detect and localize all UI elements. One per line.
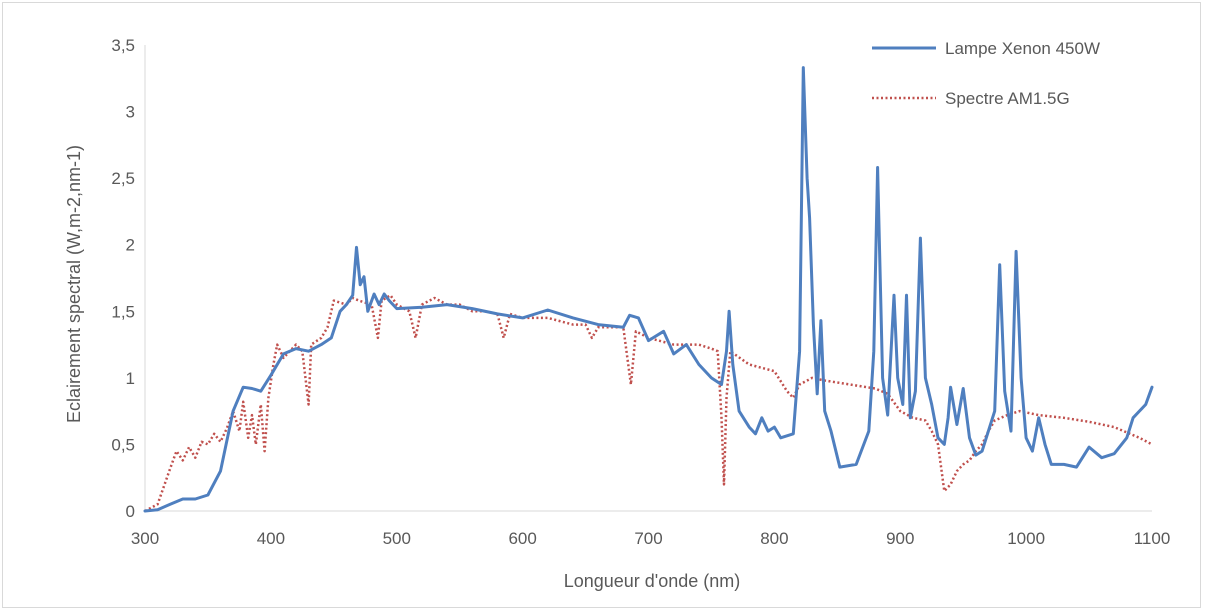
- y-axis-title: Eclairement spectral (W,m-2,nm-1): [64, 145, 84, 423]
- x-tick-label: 700: [634, 529, 662, 548]
- y-tick-label: 2,5: [111, 169, 135, 188]
- x-tick-label: 500: [383, 529, 411, 548]
- y-tick-label: 3,5: [111, 36, 135, 55]
- x-tick-label: 600: [508, 529, 536, 548]
- x-axis-title: Longueur d'onde (nm): [564, 571, 741, 591]
- x-tick-label: 400: [257, 529, 285, 548]
- y-tick-label: 3: [126, 103, 135, 122]
- x-tick-label: 800: [760, 529, 788, 548]
- legend-item-xenon: Lampe Xenon 450W: [872, 39, 1100, 58]
- x-tick-label: 300: [131, 529, 159, 548]
- x-tick-label: 900: [886, 529, 914, 548]
- series-line-xenon: [143, 66, 1154, 513]
- legend: Lampe Xenon 450W Spectre AM1.5G: [872, 39, 1100, 108]
- series-layer: [143, 66, 1154, 513]
- y-tick-label: 0: [126, 502, 135, 521]
- legend-label-am15g: Spectre AM1.5G: [945, 89, 1070, 108]
- legend-label-xenon: Lampe Xenon 450W: [945, 39, 1100, 58]
- x-tick-labels: 300 400 500 600 700 800 900 1000 1100: [131, 529, 1170, 548]
- y-tick-label: 2: [126, 236, 135, 255]
- x-tick-label: 1100: [1134, 529, 1171, 548]
- y-tick-label: 0,5: [111, 435, 135, 454]
- y-tick-labels: 0 0,5 1 1,5 2 2,5 3 3,5: [111, 36, 135, 521]
- y-tick-label: 1: [126, 369, 135, 388]
- legend-item-am15g: Spectre AM1.5G: [872, 89, 1070, 108]
- y-tick-label: 1,5: [111, 302, 135, 321]
- x-tick-label: 1000: [1007, 529, 1045, 548]
